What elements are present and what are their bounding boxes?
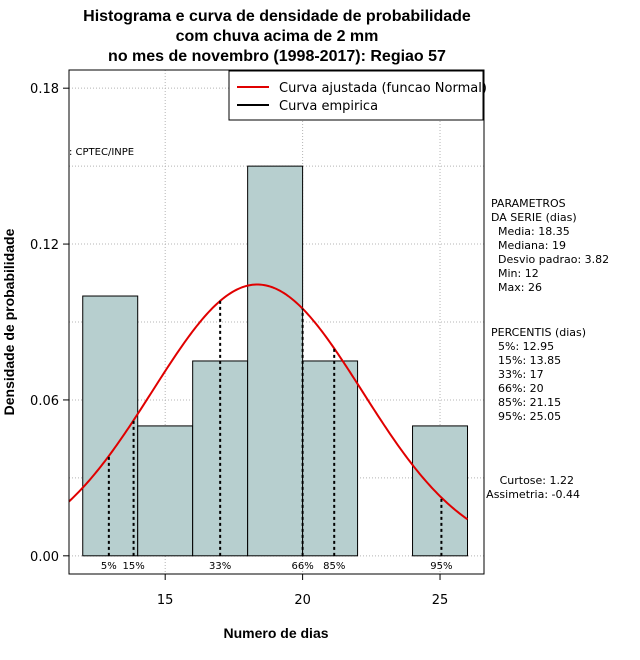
- histogram-bar: [247, 165, 304, 557]
- histogram-bar: [412, 425, 469, 557]
- y-axis-title: Densidade de probabilidade: [1, 228, 17, 415]
- percentil-item: 33%: 17: [498, 368, 544, 381]
- parametro-item: Min: 12: [498, 267, 539, 280]
- title-line: Histograma e curva de densidade de proba…: [83, 8, 471, 25]
- axes: 15 20 25 0.00 0.06 0.12 0.18 Numero de dias Dens…: [1, 82, 448, 641]
- percentil-item: 95%: 25.05: [498, 410, 561, 423]
- percentil-item: 85%: 21.15: [498, 396, 561, 409]
- x-tick-label: 20: [294, 593, 311, 608]
- parametro-item: Desvio padrao: 3.82: [498, 253, 609, 266]
- percentil-item: 66%: 20: [498, 382, 544, 395]
- normal-curve-line: [68, 283, 469, 521]
- parametro-item: Media: 18.35: [498, 225, 570, 238]
- percentile-label: 5%: [101, 561, 117, 572]
- assimetria-label: Assimetria: -0.44: [486, 488, 580, 501]
- parametros-heading: PARAMETROS: [491, 197, 566, 210]
- parametros-heading: DA SERIE (dias): [491, 211, 577, 224]
- plot-frame: [68, 69, 485, 575]
- chart-title: Histograma e curva de densidade de proba…: [83, 8, 471, 65]
- percentile-label: 85%: [323, 561, 345, 572]
- title-line: com chuva acima de 2 mm: [176, 28, 379, 45]
- y-tick-label: 0.12: [30, 238, 59, 253]
- y-tick-label: 0.00: [30, 550, 59, 565]
- percentil-item: 15%: 13.85: [498, 354, 561, 367]
- percentile-label: 95%: [430, 561, 452, 572]
- legend-box: [228, 70, 484, 121]
- parametro-item: Mediana: 19: [498, 239, 566, 252]
- percentile-label: 66%: [291, 561, 313, 572]
- x-tick-label: 15: [157, 593, 174, 608]
- legend-label: Curva ajustada (funcao Normal): [279, 81, 487, 96]
- histogram-bar: [302, 360, 359, 557]
- percentile-lines: 5% 15% 33% 66% 85% 95%: [101, 300, 453, 572]
- y-tick-label: 0.18: [30, 82, 59, 97]
- density-curve: [68, 283, 469, 521]
- parametro-item: Max: 26: [498, 281, 542, 294]
- percentile-label: 33%: [209, 561, 231, 572]
- curtose-label: Curtose: 1.22: [500, 474, 574, 487]
- percentil-item: 5%: 12.95: [498, 340, 554, 353]
- legend-label: Curva empirica: [279, 99, 378, 114]
- percentis-heading: PERCENTIS (dias): [491, 326, 586, 339]
- legend: Curva ajustada (funcao Normal) Curva empi…: [69, 70, 487, 158]
- title-line: no mes de novembro (1998-2017): Regiao 5…: [108, 48, 446, 65]
- source-label: : CPTEC/INPE: [69, 147, 134, 158]
- y-tick-label: 0.06: [30, 394, 59, 409]
- x-tick-label: 25: [432, 593, 449, 608]
- histogram-bar: [137, 425, 194, 557]
- percentile-label: 15%: [122, 561, 144, 572]
- x-axis-title: Numero de dias: [223, 625, 328, 641]
- histogram-bars: [82, 165, 469, 557]
